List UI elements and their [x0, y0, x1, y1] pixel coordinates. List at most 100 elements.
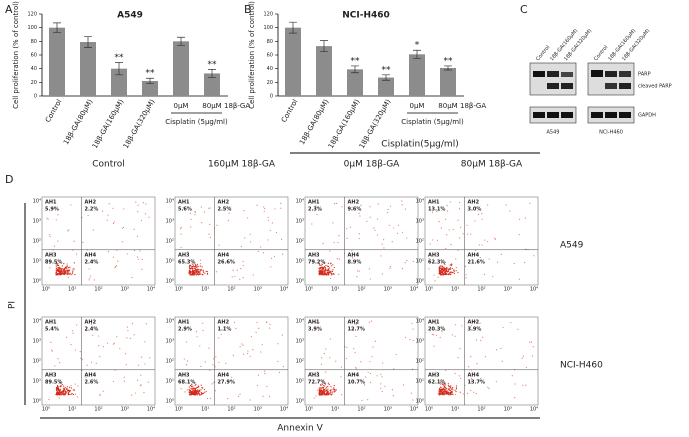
event-dot — [496, 261, 499, 263]
quadrant-name: AH2 — [218, 320, 230, 326]
event-dot — [470, 389, 472, 392]
event-dot — [323, 270, 325, 273]
event-dot — [330, 389, 332, 391]
event-dot — [448, 389, 450, 391]
x-tick-label: 10⁰ — [305, 287, 313, 293]
event-dot — [123, 380, 126, 382]
significance: ** — [208, 60, 218, 70]
event-dot — [136, 379, 139, 381]
event-dot — [443, 386, 446, 388]
event-dot — [319, 264, 321, 266]
event-dot — [381, 376, 383, 378]
event-dot — [189, 274, 191, 276]
y-tick-label: 10¹ — [416, 259, 424, 265]
event-dot — [72, 393, 75, 396]
event-dot — [226, 206, 228, 208]
event-dot — [194, 214, 196, 216]
event-dot — [444, 273, 446, 276]
event-dot — [56, 389, 58, 391]
event-dot — [401, 203, 403, 206]
panel-label: B — [244, 3, 252, 16]
event-dot — [318, 263, 320, 265]
event-dot — [197, 268, 199, 271]
event-dot — [231, 276, 233, 278]
y-tick-label: 10⁰ — [296, 279, 304, 285]
event-dot — [380, 383, 382, 385]
event-dot — [321, 263, 323, 266]
event-dot — [67, 389, 69, 391]
event-dot — [119, 348, 121, 350]
event-dot — [144, 363, 146, 365]
event-dot — [67, 267, 70, 269]
event-dot — [368, 268, 370, 270]
event-dot — [202, 270, 204, 272]
event-dot — [445, 390, 447, 393]
event-dot — [320, 384, 322, 386]
event-dot — [239, 346, 241, 348]
x-tick-label: 10³ — [254, 287, 262, 293]
event-dot — [202, 271, 205, 273]
event-dot — [449, 393, 451, 395]
event-dot — [455, 385, 458, 387]
event-dot — [266, 385, 268, 388]
event-dot — [327, 388, 329, 390]
event-dot — [510, 322, 512, 324]
event-dot — [228, 212, 230, 214]
event-dot — [249, 355, 251, 357]
flow-plot-frame — [41, 316, 156, 406]
event-dot — [445, 271, 447, 273]
event-dot — [320, 264, 322, 266]
event-dot — [445, 389, 447, 391]
event-dot — [242, 260, 244, 263]
event-dot — [369, 278, 371, 280]
row-label: NCI-H460 — [560, 361, 603, 371]
event-dot — [438, 389, 440, 391]
event-dot — [145, 203, 147, 205]
event-dot — [141, 268, 143, 270]
event-dot — [444, 390, 446, 392]
y-tick-label: 10⁴ — [296, 319, 304, 325]
event-dot — [199, 273, 202, 275]
event-dot — [188, 386, 190, 388]
event-dot — [525, 366, 528, 369]
event-dot — [318, 322, 320, 324]
event-dot — [58, 397, 60, 399]
event-dot — [330, 271, 332, 273]
quadrant-name: AH4 — [218, 372, 230, 378]
event-dot — [70, 385, 72, 387]
y-tick-label: 80 — [267, 39, 273, 45]
bar — [285, 27, 301, 97]
event-dot — [392, 394, 394, 397]
event-dot — [200, 384, 202, 386]
blot-a549 — [529, 62, 577, 124]
event-dot — [355, 335, 357, 338]
event-dot — [450, 385, 452, 387]
event-dot — [320, 266, 322, 268]
event-dot — [73, 268, 75, 270]
event-dot — [193, 270, 195, 272]
event-dot — [441, 388, 444, 390]
event-dot — [330, 262, 332, 264]
event-dot — [67, 273, 69, 276]
event-dot — [322, 270, 324, 272]
event-dot — [131, 322, 134, 325]
event-dot — [329, 250, 331, 252]
event-dot — [321, 383, 323, 385]
y-axis-label: PI — [8, 301, 18, 309]
event-dot — [263, 206, 265, 208]
quadrant-percent: 3.0% — [468, 207, 482, 213]
event-dot — [461, 325, 463, 327]
x-tick-label: 10³ — [384, 287, 392, 293]
blot-column-label: Control — [535, 45, 551, 63]
event-dot — [214, 390, 217, 392]
event-dot — [114, 267, 116, 269]
event-dot — [112, 343, 115, 345]
event-dot — [323, 384, 325, 387]
event-dot — [448, 229, 450, 231]
event-dot — [50, 341, 52, 343]
event-dot — [46, 217, 48, 219]
event-dot — [319, 390, 322, 393]
event-dot — [449, 201, 451, 203]
event-dot — [133, 249, 136, 252]
quadrant-percent: 3.9% — [308, 327, 322, 333]
